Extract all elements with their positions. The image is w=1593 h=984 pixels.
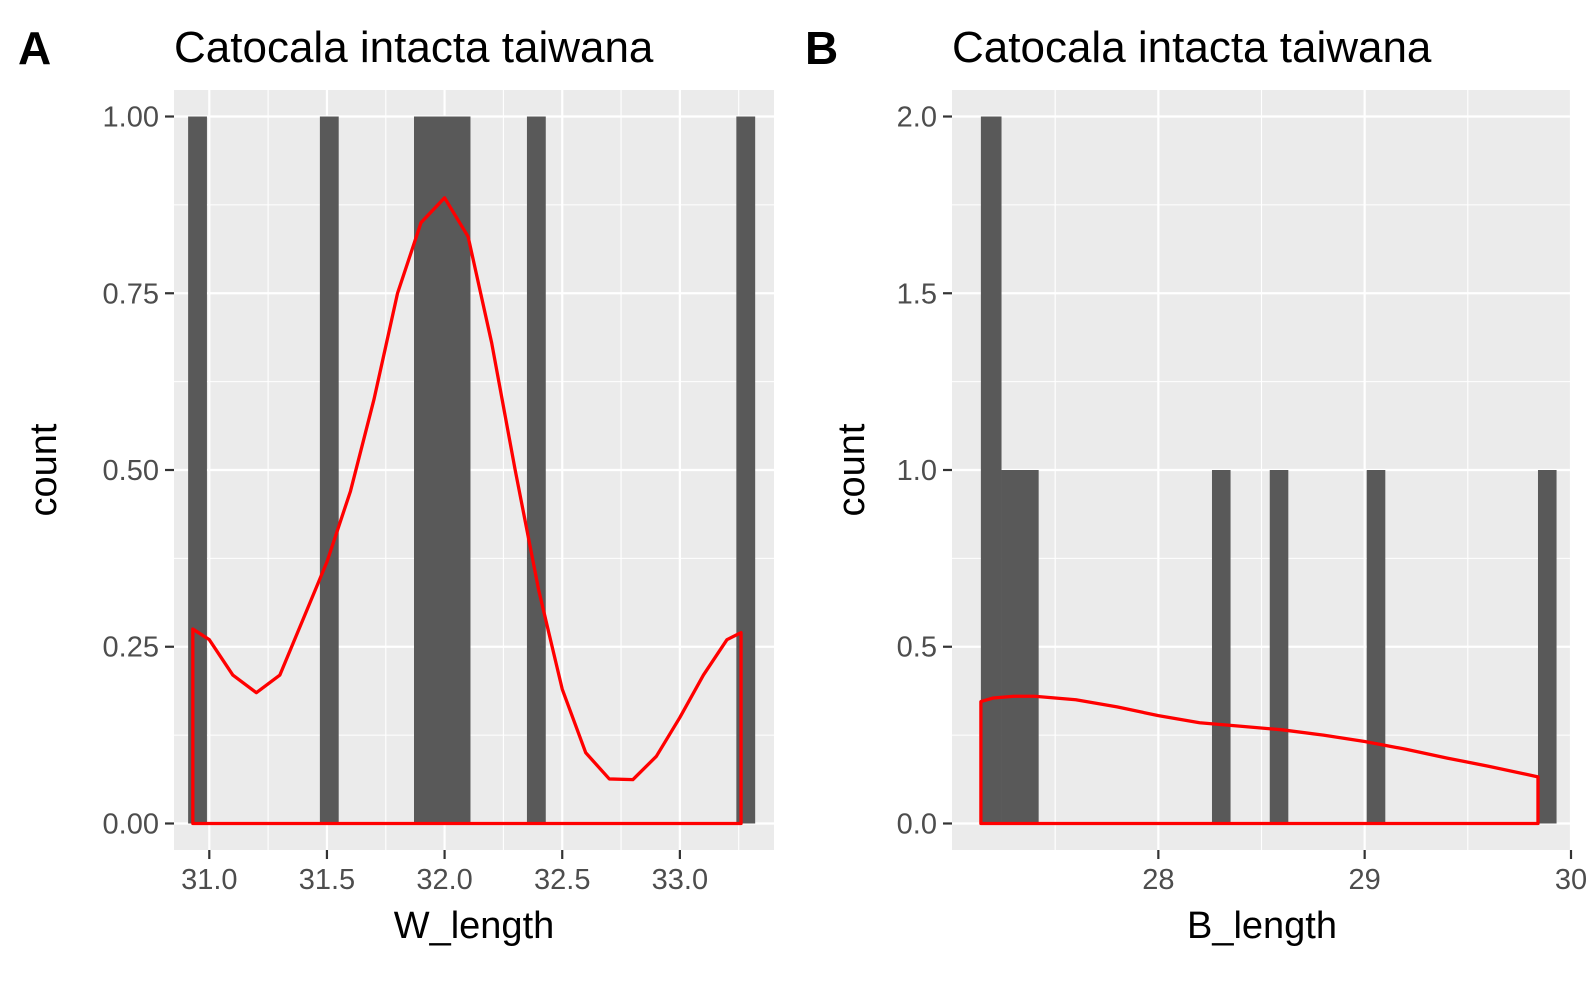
histogram-bar-4	[526, 116, 546, 824]
x-tick-label: 31.0	[181, 864, 237, 896]
x-tick-label: 29	[1349, 864, 1381, 896]
histogram-bar-2	[1001, 470, 1039, 824]
histogram-bar-5	[1366, 470, 1386, 824]
y-tick-label: 0.5	[897, 632, 937, 664]
histogram-bar-3	[414, 116, 471, 824]
panel-a-tag: A	[18, 22, 51, 74]
panel-a-x-axis-title: W_length	[394, 905, 555, 947]
x-tick-label: 31.5	[299, 864, 355, 896]
panel-b-bars	[980, 116, 1557, 824]
panel-a-density	[191, 196, 743, 826]
y-tick-label: 1.5	[897, 278, 937, 310]
y-tick-label: 1.0	[897, 455, 937, 487]
density-curve	[979, 694, 1540, 826]
x-tick-label: 32.5	[534, 864, 590, 896]
panel-b: B Catocala intacta taiwana 28 29 30 0.0 0.5…	[805, 22, 1587, 947]
y-tick-label: 0.25	[103, 632, 159, 664]
panel-b-y-axis-title: count	[831, 423, 873, 516]
panel-b-title: Catocala intacta taiwana	[952, 23, 1432, 72]
x-tick-label: 32.0	[416, 864, 472, 896]
panel-a-y-axis: 0.00 0.25 0.50 0.75 1.00	[103, 102, 174, 840]
y-tick-label: 1.00	[103, 102, 159, 134]
y-tick-label: 0.50	[103, 455, 159, 487]
x-tick-label: 30	[1555, 864, 1587, 896]
y-tick-label: 2.0	[897, 102, 937, 134]
panel-b-x-axis-title: B_length	[1187, 905, 1337, 947]
panel-a: A Catocala intacta taiwana 31.0 31.5 32.0 3…	[18, 22, 774, 947]
y-tick-label: 0.75	[103, 278, 159, 310]
histogram-bar-1	[980, 116, 1002, 824]
panel-b-x-axis: 28 29 30	[1142, 850, 1587, 896]
x-tick-label: 28	[1142, 864, 1174, 896]
panel-b-tag: B	[805, 22, 838, 74]
density-curve	[191, 196, 743, 826]
panel-b-density	[979, 694, 1540, 826]
histogram-bar-6	[1537, 470, 1557, 824]
histogram-bar-1	[188, 116, 207, 824]
histogram-bar-2	[319, 116, 339, 824]
panel-a-y-axis-title: count	[23, 423, 65, 516]
histogram-bar-3	[1211, 470, 1231, 824]
y-tick-label: 0.00	[103, 808, 159, 840]
histogram-bar-5	[736, 116, 756, 824]
panel-a-x-axis: 31.0 31.5 32.0 32.5 33.0	[181, 850, 708, 896]
y-tick-label: 0.0	[897, 808, 937, 840]
panel-a-title: Catocala intacta taiwana	[174, 23, 654, 72]
histogram-bar-4	[1269, 470, 1289, 824]
x-tick-label: 33.0	[652, 864, 708, 896]
panel-b-y-axis: 0.0 0.5 1.0 1.5 2.0	[897, 102, 952, 840]
